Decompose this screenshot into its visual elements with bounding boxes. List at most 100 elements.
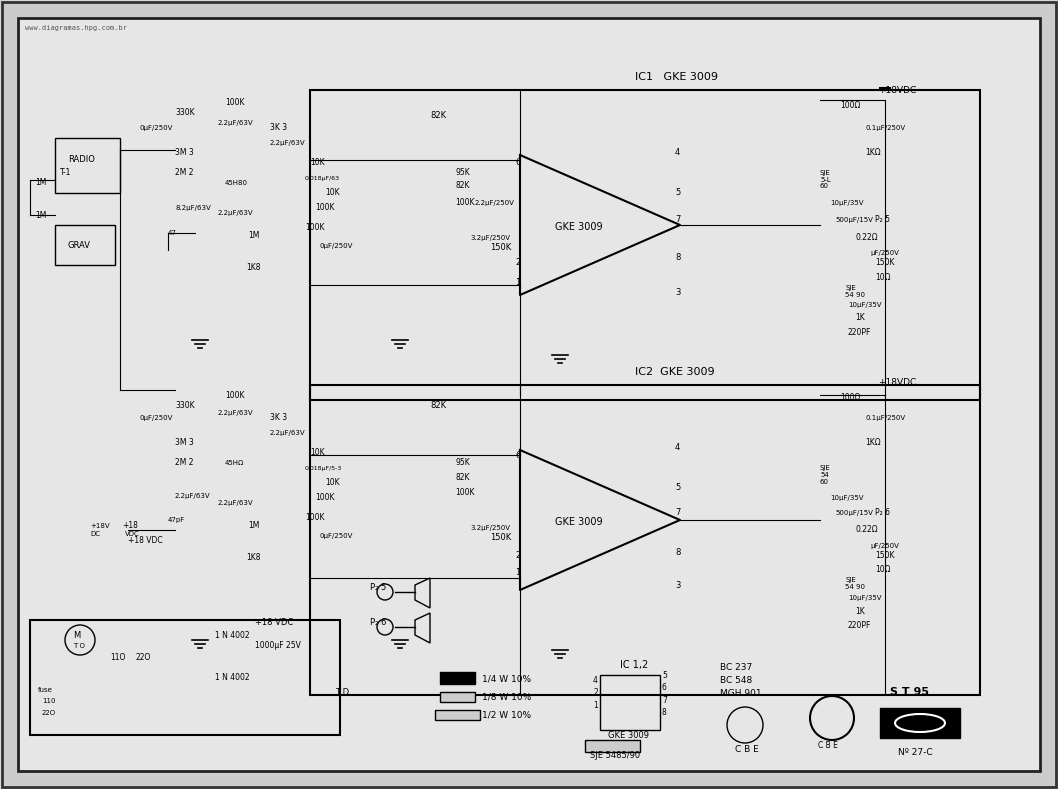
Text: 1 N 4002: 1 N 4002 (215, 631, 250, 640)
Text: 4: 4 (675, 443, 680, 452)
Text: 110: 110 (42, 698, 55, 704)
Text: SJE: SJE (845, 577, 856, 583)
Text: +18: +18 (122, 521, 138, 530)
Text: 2: 2 (515, 551, 521, 560)
Text: 54: 54 (820, 472, 828, 478)
Text: 3K 3: 3K 3 (270, 413, 287, 422)
Text: 500μF/15V: 500μF/15V (835, 217, 873, 223)
Text: MGH 901: MGH 901 (720, 689, 762, 698)
Text: 54 90: 54 90 (845, 292, 865, 298)
Text: 95K: 95K (455, 458, 470, 467)
Text: 5: 5 (662, 671, 667, 680)
Text: M: M (73, 631, 80, 640)
Text: SJE 5485/90: SJE 5485/90 (590, 751, 640, 760)
Text: 3M 3: 3M 3 (175, 148, 194, 157)
Text: www.diagramas.hpg.com.br: www.diagramas.hpg.com.br (25, 25, 127, 31)
Bar (585, 740, 640, 752)
Text: 10μF/35V: 10μF/35V (849, 302, 881, 308)
Text: 6: 6 (662, 683, 667, 692)
Text: GKE 3009: GKE 3009 (555, 222, 603, 232)
Text: GRAV: GRAV (68, 241, 91, 250)
Text: 10Ω: 10Ω (875, 565, 891, 574)
Text: GKE 3009: GKE 3009 (555, 517, 603, 527)
Text: 3.2μF/250V: 3.2μF/250V (470, 525, 510, 531)
Text: μF/250V: μF/250V (870, 543, 899, 549)
Text: 4: 4 (675, 148, 680, 157)
Text: 54 90: 54 90 (845, 584, 865, 590)
Text: IC2  GKE 3009: IC2 GKE 3009 (635, 367, 714, 377)
Bar (55, 138, 120, 193)
Text: 1: 1 (515, 568, 521, 577)
Text: IC 1,2: IC 1,2 (620, 660, 649, 670)
Text: 0.018μF/5-3: 0.018μF/5-3 (305, 466, 343, 471)
Text: 2M 2: 2M 2 (175, 458, 194, 467)
Text: +18VDC: +18VDC (878, 378, 916, 387)
Text: 22O: 22O (42, 710, 56, 716)
Text: Nº 27-C: Nº 27-C (898, 748, 932, 757)
Text: P₂ 6: P₂ 6 (875, 508, 890, 517)
Text: SJE: SJE (820, 465, 831, 471)
Text: 2: 2 (592, 688, 598, 697)
Text: 1K: 1K (855, 313, 864, 322)
Text: μF/250V: μF/250V (870, 250, 899, 256)
Text: 150K: 150K (875, 258, 894, 267)
Text: 100Ω: 100Ω (840, 393, 860, 402)
Text: 100Ω: 100Ω (840, 101, 860, 110)
Text: 11O: 11O (110, 653, 126, 662)
Text: 1000μF 25V: 1000μF 25V (255, 641, 300, 650)
Text: 2.2μF/63V: 2.2μF/63V (218, 500, 254, 506)
Text: 8: 8 (662, 708, 667, 717)
Text: 6: 6 (515, 158, 521, 167)
Text: 5-L: 5-L (820, 177, 831, 183)
Text: 1/4 W 10%: 1/4 W 10% (482, 674, 531, 683)
Text: 2M 2: 2M 2 (175, 168, 194, 177)
Text: 82K: 82K (455, 473, 470, 482)
Text: 2.2μF/63V: 2.2μF/63V (270, 140, 306, 146)
Text: 100K: 100K (305, 223, 325, 232)
Text: 0.018μF/63: 0.018μF/63 (305, 176, 340, 181)
Text: 1KΩ: 1KΩ (865, 438, 880, 447)
Text: +18V: +18V (90, 523, 110, 529)
Text: 5: 5 (675, 188, 680, 197)
Bar (30, 620, 340, 735)
Text: 8: 8 (675, 253, 680, 262)
Text: 10μF/35V: 10μF/35V (829, 495, 863, 501)
Text: 2.2μF/63V: 2.2μF/63V (218, 120, 254, 126)
Text: 0.1μF/250V: 0.1μF/250V (865, 415, 906, 421)
Text: 95K: 95K (455, 168, 470, 177)
Text: 2.2μF/63V: 2.2μF/63V (218, 410, 254, 416)
Text: 150K: 150K (490, 533, 511, 542)
Bar (440, 672, 475, 684)
Text: 220PF: 220PF (849, 328, 872, 337)
Text: 45HΩ: 45HΩ (225, 460, 244, 466)
Text: 1M: 1M (35, 178, 47, 187)
Text: 22O: 22O (135, 653, 150, 662)
Text: 45H80: 45H80 (225, 180, 248, 186)
Text: BC 237: BC 237 (720, 663, 752, 672)
Text: 10K: 10K (325, 188, 340, 197)
Text: IC1   GKE 3009: IC1 GKE 3009 (635, 72, 718, 82)
Text: 7: 7 (675, 215, 680, 224)
Bar (440, 692, 475, 702)
Text: 100K: 100K (225, 391, 244, 400)
Text: +18VDC: +18VDC (878, 86, 916, 95)
Text: 1M: 1M (248, 521, 259, 530)
Text: 1 N 4002: 1 N 4002 (215, 673, 250, 682)
Text: 100K: 100K (225, 98, 244, 107)
Text: VDC: VDC (125, 531, 140, 537)
Text: 1/2 W 10%: 1/2 W 10% (482, 711, 531, 720)
Text: fuse: fuse (38, 687, 53, 693)
Text: BC 548: BC 548 (720, 676, 752, 685)
Text: 330K: 330K (175, 108, 195, 117)
Text: C B E: C B E (818, 741, 838, 750)
Text: RADIO: RADIO (68, 155, 95, 164)
Text: P₂ 5: P₂ 5 (370, 583, 386, 592)
Text: 60: 60 (820, 183, 829, 189)
Text: 10μF/35V: 10μF/35V (829, 200, 863, 206)
Text: S T 95: S T 95 (890, 687, 929, 697)
Text: 100K: 100K (455, 488, 474, 497)
Text: +18 VDC: +18 VDC (128, 536, 163, 545)
Text: 10K: 10K (325, 478, 340, 487)
Text: 6: 6 (515, 451, 521, 460)
Bar (435, 710, 480, 720)
